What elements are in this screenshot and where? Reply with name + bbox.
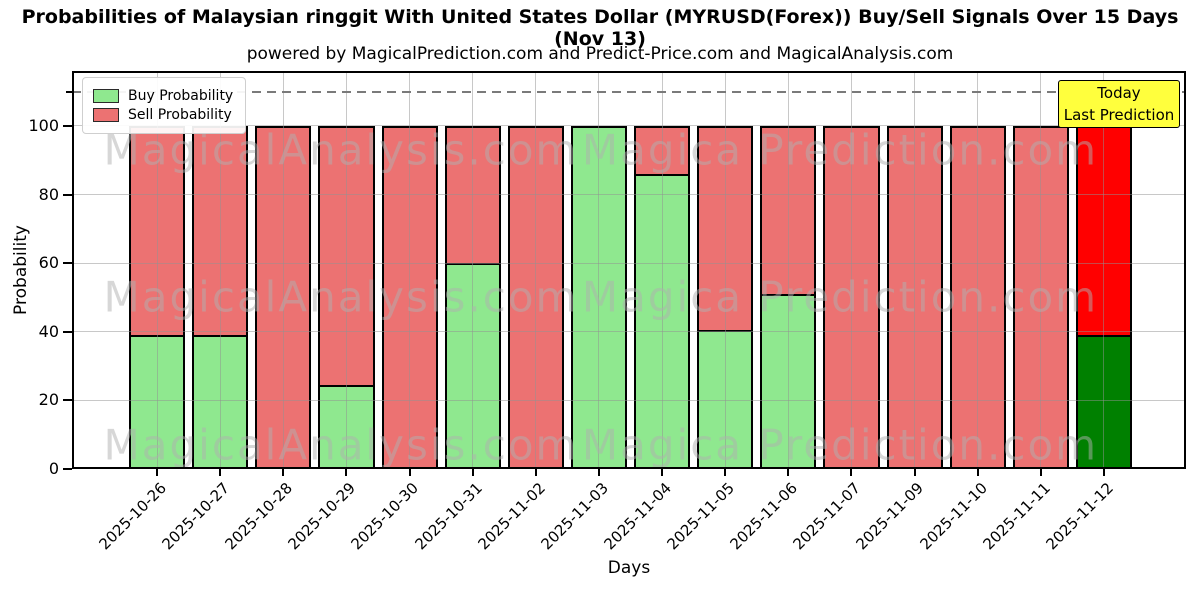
y-tick: [63, 330, 72, 333]
x-tick: [850, 469, 853, 476]
y-tick: [63, 468, 72, 470]
x-gridline: [472, 71, 474, 469]
x-tick: [156, 469, 159, 476]
x-gridline: [914, 71, 916, 469]
x-gridline: [661, 71, 663, 469]
x-tick: [597, 469, 600, 476]
y-tick: [63, 399, 72, 402]
today-annotation-line1: Today: [1097, 84, 1141, 102]
y-tick: [63, 124, 72, 127]
x-gridline: [1040, 71, 1042, 469]
y-tick: [63, 193, 72, 196]
x-tick-label: 2025-11-06: [726, 479, 802, 554]
legend-label-buy: Buy Probability: [128, 88, 234, 104]
x-tick: [787, 469, 790, 476]
x-tick: [282, 469, 285, 476]
x-axis-label: Days: [607, 558, 651, 578]
legend-item-buy: Buy Probability: [93, 88, 233, 104]
y-gridline: [72, 194, 1186, 196]
x-tick-label: 2025-10-28: [221, 479, 297, 554]
x-tick-label: 2025-11-12: [1042, 479, 1117, 554]
left-spine: [72, 71, 74, 469]
legend-item-sell: Sell Probability: [93, 107, 233, 123]
x-gridline: [219, 71, 221, 469]
x-gridline: [535, 71, 537, 469]
x-tick-label: 2025-10-29: [284, 479, 360, 554]
x-tick: [1039, 469, 1042, 476]
watermark-text: Magica Prediction.com: [581, 420, 1099, 470]
chart-subtitle: powered by MagicalPrediction.com and Pre…: [246, 44, 954, 64]
x-gridline: [724, 71, 726, 469]
top-spine: [72, 71, 1186, 73]
plot-area: Buy Probability Sell Probability Today L…: [28, 71, 1186, 553]
legend-label-sell: Sell Probability: [128, 107, 232, 123]
x-tick-label: 2025-10-31: [411, 479, 486, 554]
x-gridline: [156, 71, 158, 469]
x-tick-label: 2025-10-27: [158, 479, 233, 554]
watermark-text: MagicalAnalysis.com: [103, 420, 579, 470]
x-gridline: [977, 71, 979, 469]
x-tick: [471, 469, 474, 476]
y-tick-label: 40: [38, 321, 59, 341]
x-gridline: [282, 71, 284, 469]
y-tick-label: 80: [38, 184, 59, 204]
x-tick-label: 2025-11-10: [916, 479, 991, 554]
sell-swatch-icon: [93, 108, 119, 122]
watermark-text: Magica Prediction.com: [581, 125, 1099, 175]
x-gridline: [787, 71, 789, 469]
x-tick-label: 2025-10-26: [95, 479, 170, 554]
watermark-text: Magica Prediction.com: [581, 272, 1099, 322]
x-tick: [534, 469, 537, 476]
x-gridline: [409, 71, 411, 469]
today-annotation-line2: Last Prediction: [1063, 106, 1175, 124]
buy-swatch-icon: [93, 89, 119, 103]
right-spine: [1184, 71, 1186, 469]
threshold-dashed-line: [72, 90, 1186, 93]
y-tick-label: 60: [38, 253, 59, 273]
y-minor-tick: [66, 90, 72, 93]
x-tick: [345, 469, 348, 476]
y-gridline: [72, 125, 1186, 127]
x-tick-label: 2025-11-09: [852, 479, 928, 554]
x-gridline: [345, 71, 347, 469]
x-tick-label: 2025-11-04: [600, 479, 675, 554]
x-tick-label: 2025-11-07: [789, 479, 865, 554]
watermark-text: MagicalAnalysis.com: [103, 272, 579, 322]
y-gridline: [72, 262, 1186, 264]
y-tick-label: 100: [28, 115, 59, 135]
legend: Buy Probability Sell Probability: [82, 77, 247, 134]
x-gridline: [598, 71, 600, 469]
x-gridline: [850, 71, 852, 469]
x-tick-label: 2025-11-03: [537, 479, 612, 554]
x-gridline: [1103, 71, 1105, 469]
y-tick-label: 0: [48, 459, 59, 478]
x-tick: [724, 469, 727, 476]
x-tick: [408, 469, 411, 476]
bottom-spine: [72, 467, 1186, 469]
today-annotation-box: Today Last Prediction: [1058, 80, 1180, 128]
chart-title: Probabilities of Malaysian ringgit With …: [21, 6, 1179, 50]
x-tick: [219, 469, 222, 476]
x-tick: [1102, 469, 1105, 476]
y-gridline: [72, 331, 1186, 333]
x-tick: [976, 469, 979, 476]
x-tick: [913, 469, 916, 476]
y-tick: [63, 262, 72, 265]
y-gridline: [72, 399, 1186, 401]
x-tick: [661, 469, 664, 476]
x-tick-label: 2025-11-05: [663, 479, 738, 554]
x-tick-label: 2025-10-30: [347, 479, 423, 554]
y-tick-label: 20: [38, 390, 59, 410]
